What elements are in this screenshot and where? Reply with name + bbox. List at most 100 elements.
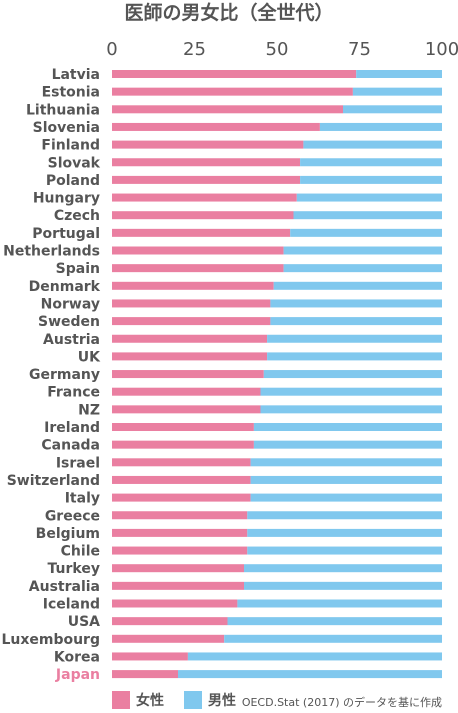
bar-female [112, 405, 261, 414]
category-label: Belgium [36, 526, 100, 542]
bar-male [247, 528, 442, 537]
category-label: Hungary [33, 191, 100, 207]
category-label: Italy [65, 491, 100, 507]
category-label: Lithuania [26, 102, 100, 118]
category-label: Israel [56, 455, 100, 471]
bar-male [253, 440, 442, 449]
category-label: Czech [54, 208, 100, 224]
bar-female [112, 617, 228, 626]
bar-female [112, 193, 297, 202]
x-tick-label: 50 [266, 39, 289, 60]
bar-male [283, 264, 442, 273]
bar-female [112, 652, 188, 661]
bar-male [356, 70, 442, 78]
bar-male [267, 352, 442, 361]
legend-swatch-male [184, 691, 202, 709]
category-label: Luxembourg [1, 632, 100, 648]
bar-female [112, 387, 261, 396]
category-label: Portugal [32, 226, 100, 242]
bar-female [112, 546, 248, 555]
category-label: Latvia [52, 67, 100, 83]
legend-item-female: 女性 [112, 690, 164, 710]
bar-male [227, 617, 442, 626]
legend-item-male: 男性 [184, 690, 236, 710]
legend-swatch-female [112, 691, 130, 709]
category-label: Denmark [29, 279, 101, 295]
category-label: UK [78, 349, 101, 365]
category-label: Greece [45, 508, 100, 524]
category-label: Netherlands [3, 244, 100, 260]
bar-female [112, 334, 268, 343]
bar-female [112, 264, 284, 273]
category-label: Estonia [42, 85, 100, 101]
bar-female [112, 105, 343, 114]
bar-male [267, 334, 442, 343]
bar-male [244, 564, 442, 573]
bar-female [112, 281, 274, 290]
category-label: Finland [41, 138, 100, 154]
bar-female [112, 370, 264, 379]
bar-male [237, 599, 442, 608]
bar-male [247, 546, 442, 555]
x-tick-label: 75 [348, 39, 371, 60]
bar-male [187, 652, 442, 661]
category-label: Iceland [43, 597, 100, 613]
bar-female [112, 458, 251, 467]
category-label: Japan [55, 667, 100, 683]
category-label: Poland [46, 173, 100, 189]
bar-female [112, 493, 251, 502]
bar-female [112, 70, 357, 78]
bar-female [112, 528, 248, 537]
bar-female [112, 211, 294, 220]
bar-male [290, 228, 442, 237]
category-label: Korea [54, 649, 100, 665]
category-label: Slovak [48, 155, 101, 171]
category-label: Canada [41, 438, 100, 454]
x-tick-label: 0 [106, 39, 117, 60]
bar-male [283, 246, 442, 255]
bar-male [178, 670, 442, 679]
bar-female [112, 158, 301, 167]
bar-female [112, 511, 248, 520]
bar-female [112, 599, 238, 608]
bar-male [250, 458, 442, 467]
bar-male [319, 122, 442, 131]
bar-female [112, 175, 301, 184]
bar-male [270, 299, 442, 308]
category-label: Austria [43, 332, 100, 348]
bar-male [253, 423, 442, 431]
category-label: Spain [56, 261, 100, 277]
bar-male [260, 405, 442, 414]
category-label: Ireland [44, 420, 100, 436]
bar-female [112, 140, 304, 149]
category-label: NZ [78, 402, 100, 418]
x-tick-label: 100 [425, 39, 458, 60]
category-label: USA [68, 614, 100, 630]
x-tick-label: 25 [183, 39, 206, 60]
bar-male [303, 140, 442, 149]
category-label: France [47, 385, 100, 401]
source-note: OECD.Stat (2017) のデータを基に作成 [241, 696, 442, 709]
bar-male [270, 317, 442, 326]
bar-female [112, 228, 291, 237]
bar-male [300, 175, 442, 184]
legend-label-female: 女性 [136, 693, 164, 709]
bar-female [112, 440, 254, 449]
category-label: Germany [29, 367, 100, 383]
category-label: Chile [61, 544, 100, 560]
bar-female [112, 87, 353, 96]
bar-male [250, 493, 442, 502]
legend: 女性 男性 [112, 690, 256, 710]
bar-male [244, 581, 442, 590]
bar-female [112, 299, 271, 308]
category-label: Norway [41, 296, 100, 312]
bar-male [260, 387, 442, 396]
bar-female [112, 317, 271, 326]
bar-male [300, 158, 442, 167]
category-label: Turkey [48, 561, 100, 577]
bar-female [112, 634, 225, 643]
category-label: Australia [29, 579, 100, 595]
category-label: Slovenia [33, 120, 100, 136]
